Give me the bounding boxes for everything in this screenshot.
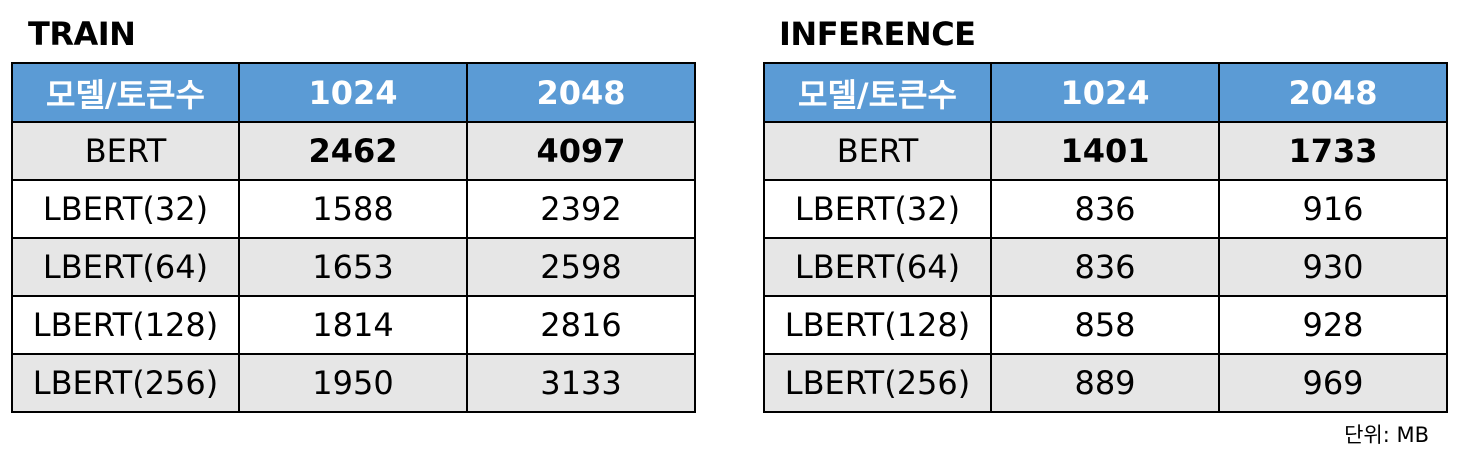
train-table-row: LBERT(256) 1950 3133	[11, 353, 696, 413]
train-model-cell: LBERT(256)	[11, 353, 240, 413]
inference-model-cell: BERT	[763, 121, 992, 181]
inference-value-cell: 889	[990, 353, 1220, 413]
inference-table-row: LBERT(64) 836 930	[763, 237, 1448, 297]
train-value-cell: 2598	[466, 237, 696, 297]
inference-table-row: LBERT(32) 836 916	[763, 179, 1448, 239]
inference-value-cell: 858	[990, 295, 1220, 355]
train-model-cell: LBERT(32)	[11, 179, 240, 239]
inference-model-cell: LBERT(64)	[763, 237, 992, 297]
train-value-cell: 3133	[466, 353, 696, 413]
train-table-title: TRAIN	[28, 15, 136, 53]
train-value-cell: 4097	[466, 121, 696, 181]
inference-value-cell: 916	[1218, 179, 1448, 239]
train-value-cell: 1653	[238, 237, 468, 297]
inference-column-header: 모델/토큰수	[763, 62, 992, 123]
inference-value-cell: 928	[1218, 295, 1448, 355]
inference-header-row: 모델/토큰수 1024 2048	[763, 62, 1448, 123]
train-value-cell: 1814	[238, 295, 468, 355]
inference-value-cell: 836	[990, 179, 1220, 239]
inference-table-row: LBERT(128) 858 928	[763, 295, 1448, 355]
inference-table-row: LBERT(256) 889 969	[763, 353, 1448, 413]
train-model-cell: LBERT(64)	[11, 237, 240, 297]
inference-value-cell: 1733	[1218, 121, 1448, 181]
train-column-header: 2048	[466, 62, 696, 123]
inference-column-header: 1024	[990, 62, 1220, 123]
inference-model-cell: LBERT(256)	[763, 353, 992, 413]
inference-model-cell: LBERT(32)	[763, 179, 992, 239]
inference-column-header: 2048	[1218, 62, 1448, 123]
inference-model-cell: LBERT(128)	[763, 295, 992, 355]
train-value-cell: 2816	[466, 295, 696, 355]
train-table-row: LBERT(64) 1653 2598	[11, 237, 696, 297]
inference-value-cell: 1401	[990, 121, 1220, 181]
train-table-row: LBERT(32) 1588 2392	[11, 179, 696, 239]
inference-table-row: BERT 1401 1733	[763, 121, 1448, 181]
train-value-cell: 1588	[238, 179, 468, 239]
train-column-header: 1024	[238, 62, 468, 123]
train-value-cell: 2392	[466, 179, 696, 239]
train-memory-table: 모델/토큰수 1024 2048 BERT 2462 4097 LBERT(32) 1588…	[11, 62, 696, 413]
inference-memory-table: 모델/토큰수 1024 2048 BERT 1401 1733 LBERT(32) 836 9…	[763, 62, 1448, 413]
unit-note: 단위: MB	[1344, 423, 1429, 447]
inference-value-cell: 930	[1218, 237, 1448, 297]
train-model-cell: LBERT(128)	[11, 295, 240, 355]
train-table-row: BERT 2462 4097	[11, 121, 696, 181]
train-value-cell: 1950	[238, 353, 468, 413]
train-table-row: LBERT(128) 1814 2816	[11, 295, 696, 355]
train-model-cell: BERT	[11, 121, 240, 181]
inference-value-cell: 969	[1218, 353, 1448, 413]
train-column-header: 모델/토큰수	[11, 62, 240, 123]
train-value-cell: 2462	[238, 121, 468, 181]
train-header-row: 모델/토큰수 1024 2048	[11, 62, 696, 123]
inference-value-cell: 836	[990, 237, 1220, 297]
inference-table-title: INFERENCE	[779, 15, 976, 53]
